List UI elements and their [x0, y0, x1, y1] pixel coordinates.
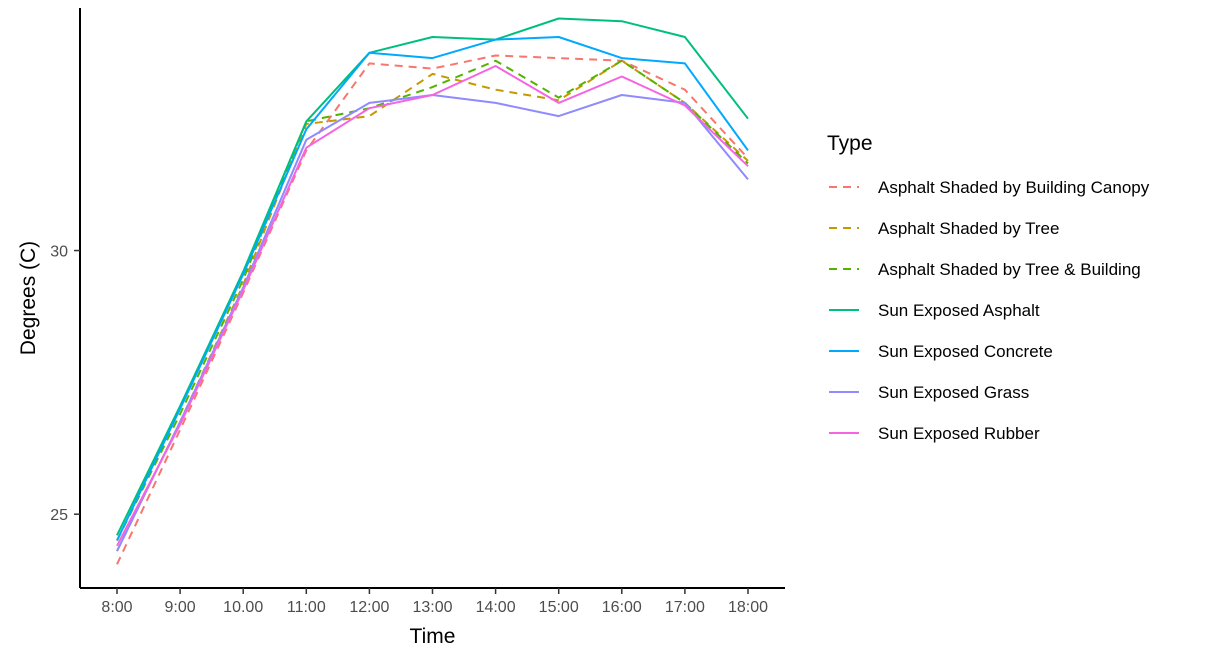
legend-item-asphalt-shaded-by-tree-and-building: Asphalt Shaded by Tree & Building	[829, 260, 1141, 279]
y-axis-title: Degrees (C)	[17, 241, 40, 355]
y-tick-label: 30	[50, 244, 68, 261]
x-tick-label: 10.00	[223, 599, 263, 616]
x-tick-label: 12:00	[349, 599, 389, 616]
series-lines-layer	[116, 17, 749, 565]
legend-label: Asphalt Shaded by Building Canopy	[878, 178, 1150, 197]
x-tick-label: 11:00	[287, 599, 326, 616]
series-line-sun-exposed-rubber	[116, 65, 749, 547]
x-axis-ticks: 8:00 9:00 10.00 11:00 12:00 13:00 14:00 15:00 16…	[101, 588, 768, 616]
legend-item-sun-exposed-rubber: Sun Exposed Rubber	[829, 424, 1040, 443]
legend-item-sun-exposed-asphalt: Sun Exposed Asphalt	[829, 301, 1040, 320]
x-tick-label: 18:00	[728, 599, 768, 616]
legend-item-asphalt-shaded-by-tree: Asphalt Shaded by Tree	[829, 219, 1059, 238]
x-tick-label: 17:00	[665, 599, 705, 616]
legend-label: Asphalt Shaded by Tree & Building	[878, 260, 1141, 279]
legend-title: Type	[827, 132, 873, 155]
x-tick-label: 8:00	[101, 599, 132, 616]
series-line-sun-exposed-grass	[116, 94, 749, 552]
legend-label: Sun Exposed Asphalt	[878, 301, 1040, 320]
x-tick-label: 15:00	[539, 599, 579, 616]
series-line-asphalt-shaded-by-tree	[116, 59, 749, 552]
legend-label: Sun Exposed Grass	[878, 383, 1029, 402]
x-tick-label: 9:00	[165, 599, 196, 616]
series-line-sun-exposed-concrete	[116, 36, 749, 541]
y-axis-ticks: 25 30	[50, 244, 80, 524]
x-tick-label: 16:00	[602, 599, 642, 616]
x-tick-label: 13:00	[412, 599, 452, 616]
legend-item-sun-exposed-concrete: Sun Exposed Concrete	[829, 342, 1053, 361]
legend: Type Asphalt Shaded by Building CanopyAs…	[827, 132, 1150, 443]
series-line-asphalt-shaded-by-tree-and-building	[116, 59, 749, 541]
legend-item-sun-exposed-grass: Sun Exposed Grass	[829, 383, 1029, 402]
series-line-sun-exposed-asphalt	[116, 17, 749, 536]
legend-items: Asphalt Shaded by Building Canopy Asphalt…	[829, 178, 1150, 443]
series-line-asphalt-shaded-by-building-canopy	[116, 54, 749, 565]
legend-item-asphalt-shaded-by-building-canopy: Asphalt Shaded by Building Canopy	[829, 178, 1150, 197]
y-tick-label: 25	[50, 507, 68, 524]
legend-label: Asphalt Shaded by Tree	[878, 219, 1059, 238]
x-tick-label: 14:00	[476, 599, 516, 616]
legend-label: Sun Exposed Concrete	[878, 342, 1053, 361]
legend-label: Sun Exposed Rubber	[878, 424, 1040, 443]
x-axis-title: Time	[410, 625, 456, 648]
